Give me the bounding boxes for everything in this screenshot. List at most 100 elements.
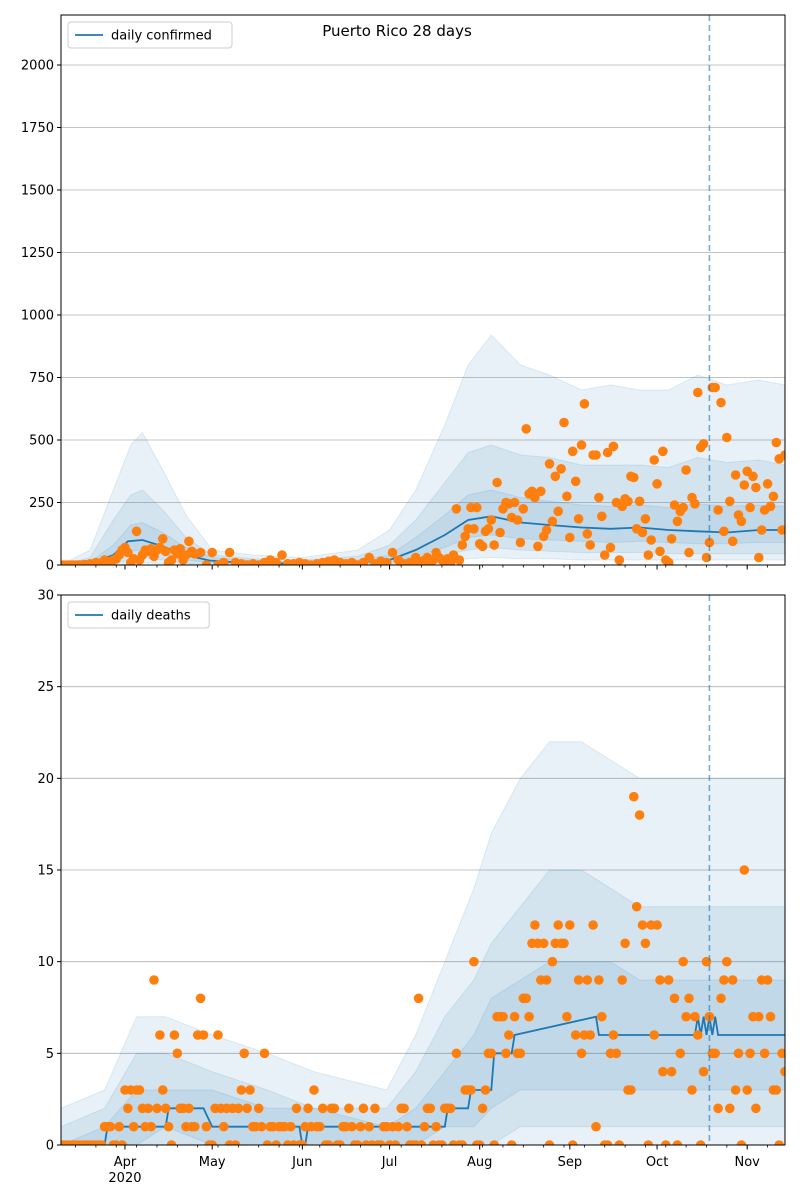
data-point	[725, 496, 735, 507]
data-point	[614, 1140, 625, 1145]
data-point	[224, 547, 235, 558]
data-point	[347, 1121, 357, 1132]
data-point	[547, 956, 558, 967]
data-point	[649, 1030, 659, 1040]
data-point	[146, 1121, 156, 1132]
data-point	[521, 424, 531, 434]
series-line	[61, 515, 785, 565]
data-point	[716, 397, 726, 408]
data-point	[230, 1140, 241, 1145]
data-point	[207, 1140, 217, 1145]
data-point	[597, 1011, 607, 1022]
data-point	[419, 1121, 430, 1132]
data-point	[652, 479, 662, 489]
data-point	[158, 1085, 168, 1095]
y-tick-label: 250	[29, 496, 54, 511]
data-point	[643, 1140, 654, 1145]
data-point	[190, 1121, 200, 1132]
data-point	[774, 1140, 784, 1145]
data-point	[149, 975, 159, 985]
data-point	[454, 555, 465, 565]
y-tick-label: 5	[46, 1047, 54, 1062]
data-point	[661, 1140, 671, 1145]
data-point	[509, 1011, 520, 1022]
data-point	[489, 1140, 499, 1145]
data-point	[413, 993, 424, 1004]
data-point	[553, 920, 563, 930]
data-point	[565, 920, 575, 930]
data-point	[608, 1030, 619, 1040]
data-point	[550, 471, 561, 482]
data-point	[594, 975, 604, 985]
data-point	[317, 1103, 328, 1114]
data-point	[666, 534, 677, 544]
data-point	[285, 1121, 296, 1132]
data-point	[658, 446, 668, 457]
data-point	[335, 1140, 345, 1145]
data-point	[498, 1011, 508, 1022]
data-point	[719, 975, 729, 985]
data-point	[570, 1030, 581, 1040]
data-point	[672, 1140, 683, 1145]
y-tick-label: 10	[37, 955, 54, 970]
data-point	[134, 1085, 145, 1095]
data-point	[239, 1048, 249, 1059]
data-point	[684, 547, 694, 558]
data-point	[114, 1121, 124, 1132]
data-point	[765, 1011, 776, 1022]
data-point	[469, 956, 479, 967]
data-point	[736, 516, 747, 527]
data-point	[158, 534, 168, 544]
data-point	[597, 511, 607, 522]
x-tick-sublabel: 2020	[108, 1171, 141, 1186]
data-point	[629, 791, 639, 802]
x-tick-label: Aug	[467, 1155, 492, 1170]
data-point	[748, 471, 758, 482]
data-point	[725, 1103, 735, 1114]
data-point	[576, 1048, 587, 1059]
data-point	[297, 1140, 308, 1145]
data-point	[117, 1140, 127, 1145]
data-point	[602, 1140, 613, 1145]
y-tick-label: 15	[37, 864, 54, 879]
data-point	[219, 1121, 229, 1132]
data-point	[713, 505, 723, 515]
data-point	[771, 1085, 782, 1095]
data-point	[693, 387, 703, 398]
data-point	[515, 1048, 526, 1059]
data-point	[358, 1103, 369, 1114]
data-point	[492, 477, 502, 488]
x-tick-label: Sep	[558, 1155, 583, 1170]
data-point	[143, 1103, 153, 1114]
data-point	[556, 464, 566, 474]
data-point	[626, 1085, 636, 1095]
data-point	[646, 535, 656, 545]
data-point	[623, 496, 633, 507]
data-point	[663, 975, 674, 985]
data-point	[402, 1121, 412, 1132]
data-point	[445, 1103, 456, 1114]
data-point	[693, 1030, 703, 1040]
y-tick-label: 1500	[21, 184, 54, 199]
data-point	[207, 547, 217, 558]
data-point	[745, 502, 755, 513]
data-point	[501, 1048, 511, 1059]
data-point	[698, 1066, 709, 1077]
data-point	[271, 1140, 281, 1145]
data-point	[236, 1085, 247, 1095]
data-point	[649, 455, 659, 465]
data-point	[777, 1048, 785, 1059]
data-point	[329, 1103, 340, 1114]
data-point	[495, 527, 505, 538]
data-point	[739, 480, 750, 490]
legend-label: daily deaths	[111, 609, 191, 624]
data-point	[486, 515, 497, 525]
data-point	[559, 938, 569, 949]
y-tick-label: 0	[46, 1139, 54, 1154]
data-point	[640, 514, 651, 524]
daily-confirmed-chart: 0 250 500 750 1000 1250 1500 1750 2000 daily conf…	[21, 14, 786, 574]
data-point	[762, 479, 773, 489]
data-point	[155, 1030, 165, 1040]
